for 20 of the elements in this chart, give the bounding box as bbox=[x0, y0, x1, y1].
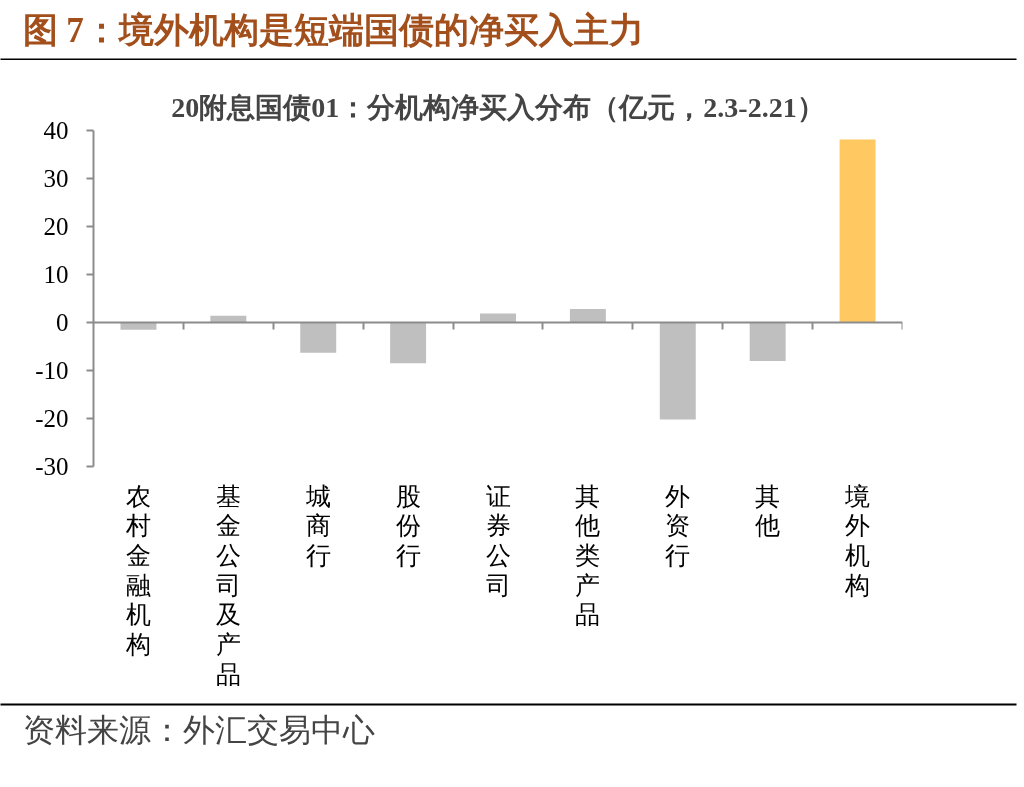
text: 资料来源：外汇交易中心 bbox=[22, 711, 375, 748]
y-tick-label: 10 bbox=[43, 261, 69, 288]
chart-subtitle: 20附息国债01：分机构净买入分布（亿元，2.3-2.21） bbox=[171, 91, 825, 123]
x-tick-label: 其他 bbox=[755, 482, 781, 540]
y-tick-label: 0 bbox=[56, 309, 69, 336]
x-tick-label: 其他类产品 bbox=[575, 482, 601, 629]
x-tick-label: 证券公司 bbox=[485, 482, 511, 599]
x-tick-label: 城商行 bbox=[304, 482, 331, 569]
x-tick-label: 基金公司及产品 bbox=[215, 482, 241, 688]
x-tick-label: 外资行 bbox=[665, 482, 691, 569]
y-tick-label: -10 bbox=[35, 357, 69, 384]
y-tick-label: -30 bbox=[35, 453, 69, 480]
y-tick-label: 40 bbox=[43, 117, 69, 144]
y-tick-label: 20 bbox=[43, 213, 69, 240]
y-tick-label: 30 bbox=[43, 165, 69, 192]
y-tick-label: -20 bbox=[35, 405, 69, 432]
x-tick-label: 股份行 bbox=[395, 482, 421, 569]
x-tick-label: 农村金融机构 bbox=[124, 482, 151, 658]
chart-title: 图 7：境外机构是短端国债的净买入主力 bbox=[22, 11, 644, 50]
x-tick-label: 境外机构 bbox=[844, 482, 871, 599]
